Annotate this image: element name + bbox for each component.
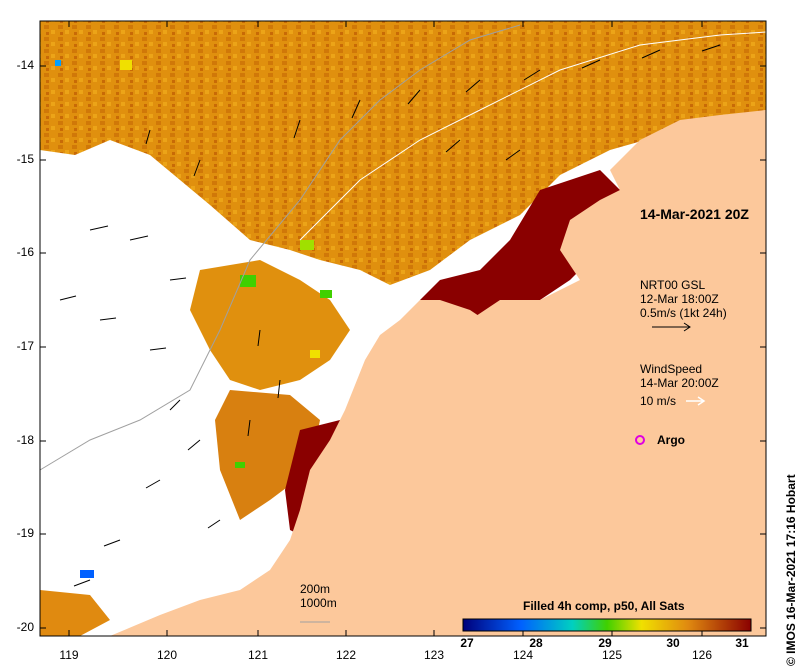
sst-hot-region: [420, 170, 630, 330]
contour-200m: [39, 24, 521, 471]
sst-warm-region: [40, 21, 766, 285]
depth-label-200: 200m: [300, 582, 331, 596]
x-tick: 119: [59, 648, 79, 662]
colorbar-tick: 29: [598, 636, 612, 650]
y-tick: -20: [16, 620, 34, 634]
current-time: 12-Mar 18:00Z: [640, 292, 719, 306]
y-tick: -19: [16, 526, 34, 540]
x-tick: 120: [156, 648, 178, 662]
colorbar-tick: 28: [529, 636, 543, 650]
current-scale-arrow: [652, 322, 691, 332]
sst-sw-corner: [40, 590, 110, 636]
current-arrows: [59, 44, 721, 587]
plot-border: [39, 20, 767, 637]
axis-ticks: [40, 21, 766, 636]
colorbar-title: Filled 4h comp, p50, All Sats: [523, 599, 685, 613]
sst-cool-spots: [55, 60, 332, 578]
land-mass: [110, 110, 766, 636]
colorbar-tick: 30: [666, 636, 680, 650]
depth-label-1000: 1000m: [300, 596, 337, 610]
y-tick: -14: [16, 58, 34, 72]
y-tick: -15: [16, 152, 34, 166]
y-tick: -16: [16, 245, 34, 259]
x-tick: 126: [691, 648, 713, 662]
x-tick: 123: [423, 648, 445, 662]
x-tick: 125: [601, 648, 623, 662]
wind-scale: 10 m/s: [640, 394, 677, 408]
contour-1000m: [299, 31, 767, 241]
colorbar-tick: 27: [460, 636, 474, 650]
argo-label: Argo: [657, 433, 685, 447]
imos-credit: © IMOS 16-Mar-2021 17:16 Hobart: [784, 474, 798, 666]
map-title: 14-Mar-2021 20Z: [640, 206, 749, 222]
x-tick: 124: [512, 648, 534, 662]
current-scale: 0.5m/s (1kt 24h): [640, 306, 727, 320]
colorbar: [462, 618, 752, 632]
x-tick: 121: [247, 648, 269, 662]
colorbar-tick: 31: [735, 636, 749, 650]
sst-south-patch: [215, 390, 320, 520]
y-tick: -17: [16, 339, 34, 353]
wind-label: WindSpeed: [640, 362, 703, 376]
wind-scale-arrow: [686, 396, 706, 406]
wind-time: 14-Mar 20:00Z: [640, 376, 719, 390]
current-source: NRT00 GSL: [640, 278, 706, 292]
y-tick: -18: [16, 433, 34, 447]
argo-marker: [635, 435, 645, 445]
x-tick: 122: [335, 648, 357, 662]
